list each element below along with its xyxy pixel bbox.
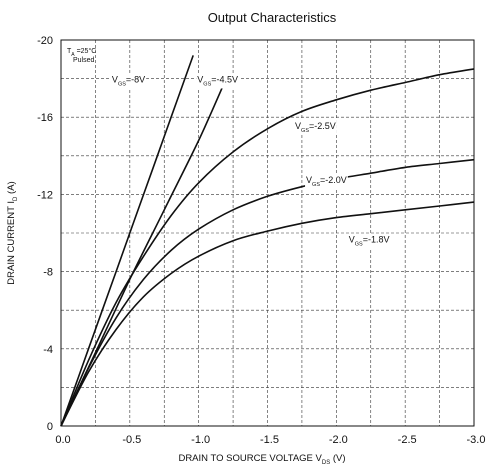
curve-label-background [347, 233, 391, 249]
x-tick-label: -0.5 [122, 434, 141, 446]
curve-label-background [196, 73, 240, 89]
annotation-temp-value: =25°C [75, 47, 97, 55]
curve-series-3 [60, 158, 475, 427]
curve-label-main: V [306, 175, 312, 185]
x-tick-label: 0.0 [55, 434, 70, 446]
curve-series-2 [60, 68, 475, 427]
curve-label-0: VGS=-8V [110, 73, 147, 89]
x-axis-title-sub: DS [322, 460, 330, 466]
annotation-pulsed: Pulsed [73, 57, 95, 64]
y-tick-label: -8 [43, 267, 53, 279]
curve-label-main: V [349, 235, 355, 245]
curve-label-main: V [197, 74, 203, 84]
plot-frame [60, 39, 475, 427]
curve-label-sub: GS [301, 128, 309, 134]
curve-label-background [294, 119, 337, 135]
y-axis-title-sub: D [13, 196, 19, 201]
curve-label-main: V [295, 121, 301, 131]
curve-label-sub: GS [355, 242, 363, 248]
x-tick-label: -2.5 [398, 434, 417, 446]
x-tick-label: -2.0 [329, 434, 348, 446]
y-axis-title-main: DRAIN CURRENT I [6, 201, 17, 285]
curve-label-4: VGS=-1.8V [347, 233, 391, 249]
x-axis-title: DRAIN TO SOURCE VOLTAGE VDS (V) [178, 453, 345, 466]
curve-label-value: =-1.8V [363, 235, 390, 245]
curve-label-value: =-2.0V [320, 175, 347, 185]
curve-label-1: VGS=-4.5V [196, 73, 240, 89]
curve-label-sub: GS [203, 81, 211, 87]
svg-text:VGS=-4.5V: VGS=-4.5V [197, 74, 238, 87]
x-tick-label: -1.0 [191, 434, 210, 446]
curve-series-4 [60, 201, 475, 427]
x-tick-labels: 0.0 -0.5 -1.0 -1.5 -2.0 -2.5 -3.0 [55, 434, 485, 446]
x-tick-label: -3.0 [467, 434, 486, 446]
curve-label-background [305, 173, 348, 189]
curve-label-value: =-8V [126, 74, 145, 84]
curve-label-main: V [112, 74, 118, 84]
curves [60, 55, 475, 427]
grid [61, 40, 474, 426]
curve-label-value: =-4.5V [211, 74, 238, 84]
conditions-annotation: TA =25°C Pulsed [67, 47, 96, 64]
svg-text:VGS=-2.5V: VGS=-2.5V [295, 121, 336, 134]
curve-label-2: VGS=-2.5V [294, 119, 337, 135]
annotation-temp-prefix: T [67, 48, 72, 55]
svg-text:TA =25°C: TA =25°C [67, 47, 96, 58]
curve-labels: VGS=-8V VGS=-4.5VVGS=-2.5VVGS=-2.0VVGS=-1… [110, 73, 391, 249]
y-tick-label: -16 [37, 112, 53, 124]
curve-label-value: =-2.5V [309, 121, 336, 131]
x-tick-label: -1.5 [260, 434, 279, 446]
y-tick-label: -12 [37, 189, 53, 201]
curve-label-sub: GS [118, 81, 126, 87]
chart-title: Output Characteristics [208, 10, 337, 25]
y-axis-title-unit: (A) [6, 181, 17, 196]
y-tick-label: 0 [47, 421, 53, 433]
annotation-temp-sub: A [71, 52, 75, 58]
curve-label-sub: GS [312, 182, 320, 188]
curve-label-background [110, 73, 147, 89]
curve-series-0 [60, 55, 194, 427]
svg-text:VGS=-8V: VGS=-8V [112, 74, 145, 87]
y-tick-label: -4 [43, 344, 53, 356]
y-axis-title: DRAIN CURRENT ID (A) [6, 181, 19, 284]
y-tick-label: -20 [37, 35, 53, 47]
curve-label-3: VGS=-2.0V [305, 173, 348, 189]
x-axis-title-main: DRAIN TO SOURCE VOLTAGE V [178, 453, 322, 464]
y-tick-labels: 0 -4 -8 -12 -16 -20 [37, 35, 53, 433]
x-axis-title-unit: (V) [330, 453, 345, 464]
svg-text:VGS=-1.8V: VGS=-1.8V [349, 235, 390, 248]
svg-text:VGS=-2.0V: VGS=-2.0V [306, 175, 347, 188]
